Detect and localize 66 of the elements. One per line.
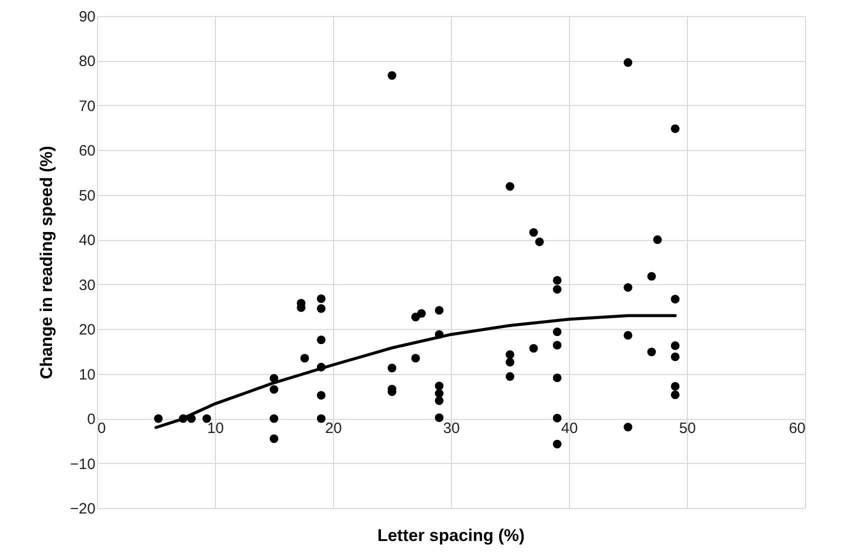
point [670,382,680,391]
point [624,422,632,432]
point [624,58,632,67]
y-tick-label: 70 [78,98,96,115]
point [388,71,396,80]
point [529,228,538,237]
point [417,309,426,318]
point [388,364,396,372]
y-tick-label: −20 [70,500,96,518]
y-tick-label: 90 [78,8,96,26]
point [552,284,562,294]
point [434,389,444,398]
y-tick-label: 40 [78,232,96,250]
point [202,414,212,423]
x-tick-label: 60 [788,420,806,438]
y-tick-label: 60 [78,142,96,160]
y-tick-label: 30 [78,276,96,294]
point [411,354,420,362]
x-tick-label: 50 [679,420,696,438]
point [270,385,278,394]
point [434,382,444,390]
point [316,294,326,303]
point [434,413,444,422]
point [552,374,562,382]
x-tick-label: 40 [561,420,578,438]
y-tick-label: 10 [78,366,96,384]
point [300,354,310,362]
x-axis-title: Letter spacing (%) [377,526,525,545]
y-axis-title: Change in reading speed (%) [37,146,56,380]
point [670,352,680,362]
point [434,396,444,405]
point [670,341,680,350]
point [506,350,514,359]
x-tick-label: 10 [207,420,224,438]
point [270,434,278,443]
point [506,182,514,191]
y-tick-label: 20 [78,322,96,339]
point [434,306,444,315]
x-tick-label: 30 [443,420,460,438]
y-tick-label: 50 [78,187,96,204]
point [670,294,680,304]
point [316,390,326,400]
point [316,414,326,423]
point [270,414,278,423]
point [670,390,680,400]
point [552,440,562,448]
point [624,283,632,292]
point [552,340,562,350]
point [653,235,662,244]
y-tick-label: −10 [70,456,96,473]
point [154,414,163,423]
point [316,336,326,344]
point [535,238,544,246]
point [552,414,562,422]
point [624,331,632,340]
x-tick-label: 20 [325,420,342,438]
point [552,327,562,336]
point [647,272,656,281]
point [506,372,514,381]
point [316,304,326,313]
point [506,358,514,367]
point [670,124,680,134]
y-tick-label: 80 [78,53,96,70]
point [647,348,656,356]
point [552,276,562,285]
point [529,344,538,353]
